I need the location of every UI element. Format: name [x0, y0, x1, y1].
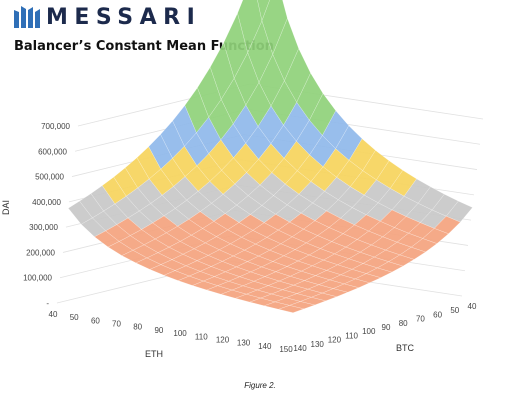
- btc-tick-label: 140: [293, 344, 307, 353]
- eth-tick-label: 60: [91, 316, 100, 325]
- eth-tick-label: 50: [70, 313, 79, 322]
- btc-tick-label: 40: [468, 302, 477, 311]
- figure-caption: Figure 2.: [244, 381, 276, 390]
- eth-axis-label: ETH: [145, 349, 163, 359]
- eth-tick-label: 100: [173, 329, 187, 338]
- dai-tick-label: 200,000: [26, 248, 55, 257]
- chart-title: Balancer’s Constant Mean Function: [14, 39, 274, 54]
- eth-tick-label: 140: [258, 342, 272, 351]
- surface-patch: [277, 305, 305, 313]
- surface-mesh: [68, 0, 473, 313]
- messari-logo-icon: [14, 6, 40, 28]
- dai-axis-label: DAI: [1, 200, 11, 215]
- btc-tick-label: 50: [450, 306, 459, 315]
- btc-tick-label: 120: [328, 336, 342, 345]
- dai-tick-label: 500,000: [35, 173, 64, 182]
- eth-tick-label: 110: [195, 332, 208, 341]
- btc-tick-label: 80: [399, 319, 408, 328]
- btc-tick-label: 110: [345, 331, 358, 340]
- dai-tick-label: 700,000: [41, 122, 70, 131]
- dai-tick-label: 600,000: [38, 147, 67, 156]
- dai-tick-label: 100,000: [23, 274, 52, 283]
- eth-tick-label: 40: [49, 310, 58, 319]
- eth-tick-label: 150: [279, 345, 293, 354]
- btc-tick-label: 90: [382, 323, 391, 332]
- messari-wordmark: MESSARI: [46, 5, 202, 30]
- btc-axis-label: BTC: [396, 343, 415, 353]
- btc-tick-label: 130: [311, 340, 325, 349]
- eth-tick-label: 90: [154, 326, 163, 335]
- dai-tick-label: -: [46, 299, 49, 308]
- eth-tick-label: 130: [237, 339, 251, 348]
- btc-tick-label: 70: [416, 315, 425, 324]
- eth-tick-label: 80: [133, 323, 142, 332]
- dai-tick-label: 300,000: [29, 223, 58, 232]
- dai-tick-label: 400,000: [32, 198, 61, 207]
- btc-tick-label: 60: [433, 310, 442, 319]
- eth-tick-label: 70: [112, 320, 121, 329]
- btc-tick-label: 100: [362, 327, 376, 336]
- tick-labels: - 100,000 200,000 300,000 400,000 500,000 600,…: [23, 122, 477, 354]
- eth-tick-label: 120: [216, 336, 230, 345]
